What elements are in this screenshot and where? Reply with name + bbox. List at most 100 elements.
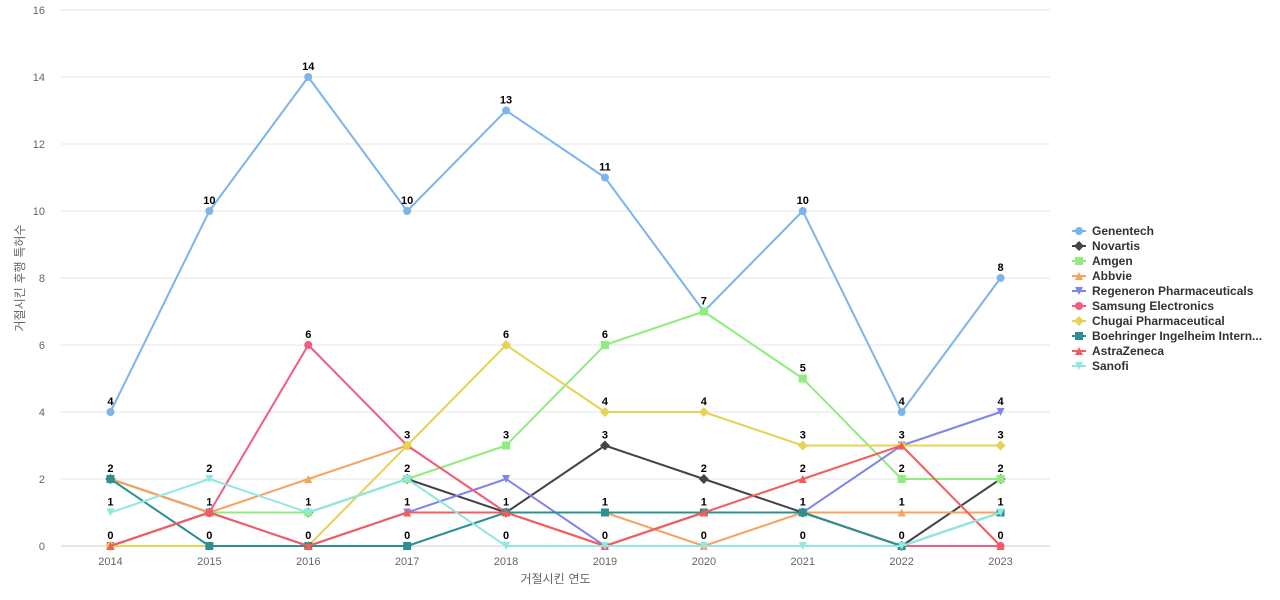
data-label: 1 (701, 497, 707, 509)
x-tick-label: 2022 (889, 556, 913, 568)
x-tick-label: 2018 (494, 556, 518, 568)
data-label: 4 (602, 396, 609, 408)
data-point (402, 440, 413, 451)
data-label: 1 (503, 497, 509, 509)
data-label: 0 (701, 530, 707, 542)
data-point (897, 475, 906, 483)
x-tick-label: 2016 (296, 556, 320, 568)
data-point (304, 341, 313, 349)
data-label: 4 (997, 396, 1004, 408)
x-tick-label: 2017 (395, 556, 419, 568)
data-point (599, 407, 610, 417)
data-point (205, 475, 214, 483)
data-point (797, 440, 808, 451)
data-point (996, 542, 1005, 550)
data-point (798, 508, 807, 517)
series-line (109, 478, 1001, 547)
data-point (403, 475, 412, 483)
data-point (304, 73, 313, 81)
data-point (106, 542, 115, 550)
data-point (502, 542, 511, 550)
data-point (106, 508, 115, 517)
data-label: 1 (107, 497, 113, 509)
series-9 (106, 475, 1005, 550)
x-tick-label: 2020 (692, 556, 716, 568)
legend-marker (1075, 257, 1083, 265)
y-tick-label: 0 (39, 541, 45, 553)
data-point (897, 441, 906, 450)
data-point (403, 542, 412, 550)
series-line (110, 310, 1001, 547)
data-label: 7 (701, 296, 707, 308)
data-label: 1 (997, 497, 1003, 509)
series-line (110, 444, 1002, 547)
y-axis-title: 거절시킨 후행 특허수 (12, 225, 27, 332)
x-tick-label: 2023 (988, 556, 1012, 568)
legend-marker (1075, 287, 1083, 295)
data-point (699, 508, 708, 517)
data-label: 0 (602, 530, 608, 542)
legend-item-6: Chugai Pharmaceutical (1072, 314, 1225, 328)
data-point (205, 207, 214, 215)
legend-label: AstraZeneca (1092, 344, 1164, 358)
legend-marker (1075, 302, 1083, 310)
data-point (600, 542, 609, 550)
data-label: 1 (206, 497, 212, 509)
series-line (110, 478, 1001, 547)
data-label: 4 (701, 396, 708, 408)
legend-item-8: AstraZeneca (1072, 344, 1164, 358)
legend-label: Samsung Electronics (1092, 299, 1214, 313)
data-point (501, 340, 512, 350)
data-label: 3 (503, 430, 509, 442)
y-tick-label: 16 (33, 5, 45, 17)
data-label: 1 (899, 497, 905, 509)
data-point (698, 474, 709, 484)
legend-label: Novartis (1092, 239, 1140, 253)
data-point (502, 106, 511, 115)
data-point (798, 207, 807, 215)
series-lines (105, 73, 1006, 551)
data-point (996, 475, 1005, 483)
x-axis-title: 거절시킨 연도 (520, 572, 590, 586)
data-point (502, 475, 511, 483)
legend-item-9: Sanofi (1072, 359, 1129, 373)
data-label: 2 (997, 463, 1003, 475)
data-point (304, 508, 313, 517)
data-label: 8 (997, 262, 1003, 274)
data-point (699, 542, 708, 550)
data-point (995, 440, 1006, 451)
legend-marker (1075, 347, 1083, 355)
legend-item-5: Samsung Electronics (1072, 299, 1214, 313)
data-label: 3 (404, 430, 410, 442)
legend-marker (1075, 272, 1083, 280)
legend-item-1: Novartis (1072, 239, 1140, 253)
data-label: 2 (107, 463, 113, 475)
data-point (996, 508, 1005, 517)
data-label: 0 (107, 530, 113, 542)
data-label: 2 (800, 463, 806, 475)
x-tick-label: 2021 (791, 556, 815, 568)
legend-marker (1075, 362, 1083, 370)
data-point (403, 508, 412, 517)
data-point (798, 475, 807, 483)
series-line (110, 344, 1001, 547)
data-label: 0 (503, 530, 509, 542)
data-point (205, 508, 214, 517)
data-label: 4 (899, 396, 906, 408)
data-label: 5 (800, 363, 806, 375)
data-point (304, 542, 313, 550)
data-label: 3 (899, 430, 905, 442)
data-label: 1 (305, 497, 311, 509)
series-line (110, 444, 1002, 547)
data-label: 10 (797, 195, 809, 207)
y-tick-label: 8 (39, 273, 45, 285)
data-point (698, 407, 709, 417)
x-tick-label: 2015 (197, 556, 221, 568)
y-tick-label: 4 (39, 407, 45, 419)
data-label: 2 (404, 463, 410, 475)
legend-marker (1074, 316, 1084, 326)
legend-label: Chugai Pharmaceutical (1092, 314, 1225, 328)
